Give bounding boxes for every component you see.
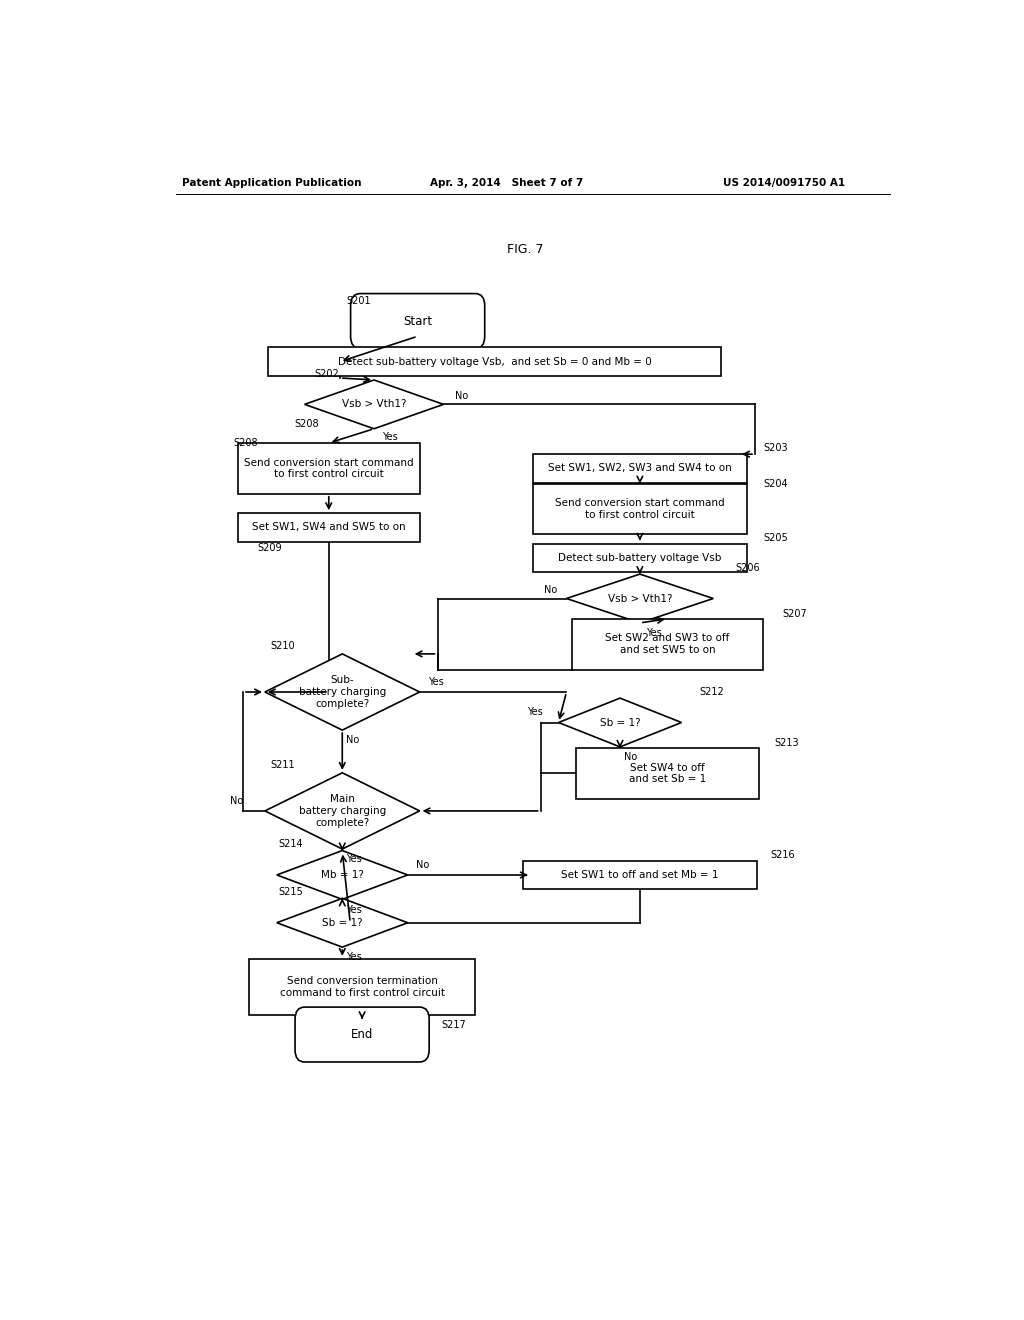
Text: Mb = 1?: Mb = 1? xyxy=(321,870,364,880)
Text: Vsb > Vth1?: Vsb > Vth1? xyxy=(607,594,672,603)
Text: Send conversion start command
to first control circuit: Send conversion start command to first c… xyxy=(244,458,414,479)
Text: Send conversion start command
to first control circuit: Send conversion start command to first c… xyxy=(555,498,725,520)
Text: S216: S216 xyxy=(771,850,796,859)
Text: Set SW4 to off
and set Sb = 1: Set SW4 to off and set Sb = 1 xyxy=(629,763,707,784)
Text: Send conversion termination
command to first control circuit: Send conversion termination command to f… xyxy=(280,975,444,998)
Polygon shape xyxy=(265,653,420,730)
FancyBboxPatch shape xyxy=(577,748,759,799)
Text: No: No xyxy=(544,585,557,595)
FancyBboxPatch shape xyxy=(572,619,763,669)
Text: Vsb > Vth1?: Vsb > Vth1? xyxy=(342,400,407,409)
FancyBboxPatch shape xyxy=(295,1007,429,1063)
FancyBboxPatch shape xyxy=(532,483,748,535)
FancyBboxPatch shape xyxy=(238,513,420,541)
Text: S202: S202 xyxy=(314,368,339,379)
FancyBboxPatch shape xyxy=(238,444,420,494)
Text: Yes: Yes xyxy=(526,708,543,717)
Text: S212: S212 xyxy=(699,686,724,697)
FancyBboxPatch shape xyxy=(350,293,484,348)
Text: Set SW2 and SW3 to off
and set SW5 to on: Set SW2 and SW3 to off and set SW5 to on xyxy=(605,634,730,655)
Text: Start: Start xyxy=(403,314,432,327)
Text: Main
battery charging
complete?: Main battery charging complete? xyxy=(299,795,386,828)
FancyBboxPatch shape xyxy=(532,454,748,483)
Text: US 2014/0091750 A1: US 2014/0091750 A1 xyxy=(723,178,846,187)
Text: S207: S207 xyxy=(782,609,808,619)
Text: S211: S211 xyxy=(270,760,296,770)
Text: S208: S208 xyxy=(295,418,319,429)
Text: Detect sub-battery voltage Vsb: Detect sub-battery voltage Vsb xyxy=(558,553,722,562)
Text: S215: S215 xyxy=(279,887,303,898)
Text: Detect sub-battery voltage Vsb,  and set Sb = 0 and Mb = 0: Detect sub-battery voltage Vsb, and set … xyxy=(338,356,651,367)
Text: Apr. 3, 2014   Sheet 7 of 7: Apr. 3, 2014 Sheet 7 of 7 xyxy=(430,178,583,187)
Text: FIG. 7: FIG. 7 xyxy=(507,243,543,256)
Polygon shape xyxy=(276,899,408,948)
Polygon shape xyxy=(558,698,682,747)
Polygon shape xyxy=(566,574,714,623)
Text: S203: S203 xyxy=(763,444,787,453)
Text: S213: S213 xyxy=(775,738,800,748)
Text: Yes: Yes xyxy=(382,432,397,442)
Text: Yes: Yes xyxy=(646,628,662,638)
Text: Sb = 1?: Sb = 1? xyxy=(322,917,362,928)
Text: S214: S214 xyxy=(279,840,303,850)
Text: S217: S217 xyxy=(441,1020,466,1031)
Text: No: No xyxy=(624,752,637,762)
Text: S210: S210 xyxy=(270,642,296,651)
Text: Yes: Yes xyxy=(346,952,362,962)
Text: Set SW1, SW2, SW3 and SW4 to on: Set SW1, SW2, SW3 and SW4 to on xyxy=(548,463,732,474)
Text: S201: S201 xyxy=(346,296,371,306)
FancyBboxPatch shape xyxy=(523,861,757,890)
Text: Yes: Yes xyxy=(428,677,443,686)
Polygon shape xyxy=(276,850,408,899)
Polygon shape xyxy=(304,380,443,429)
Text: S208: S208 xyxy=(233,438,258,447)
Text: Set SW1 to off and set Mb = 1: Set SW1 to off and set Mb = 1 xyxy=(561,870,719,880)
Text: S209: S209 xyxy=(257,543,282,553)
Text: Set SW1, SW4 and SW5 to on: Set SW1, SW4 and SW5 to on xyxy=(252,523,406,532)
Text: Yes: Yes xyxy=(346,854,362,865)
Text: Patent Application Publication: Patent Application Publication xyxy=(182,178,361,187)
Text: Yes: Yes xyxy=(346,904,362,915)
Text: No: No xyxy=(456,391,469,401)
Text: Sub-
battery charging
complete?: Sub- battery charging complete? xyxy=(299,676,386,709)
FancyBboxPatch shape xyxy=(249,958,475,1015)
Text: No: No xyxy=(229,796,243,805)
Polygon shape xyxy=(265,772,420,849)
Text: S206: S206 xyxy=(735,564,760,573)
Text: End: End xyxy=(351,1028,374,1041)
FancyBboxPatch shape xyxy=(268,347,721,376)
Text: S205: S205 xyxy=(763,532,787,543)
Text: No: No xyxy=(416,859,429,870)
FancyBboxPatch shape xyxy=(532,544,748,572)
Text: Sb = 1?: Sb = 1? xyxy=(600,718,640,727)
Text: No: No xyxy=(346,735,359,746)
Text: S204: S204 xyxy=(763,479,787,488)
